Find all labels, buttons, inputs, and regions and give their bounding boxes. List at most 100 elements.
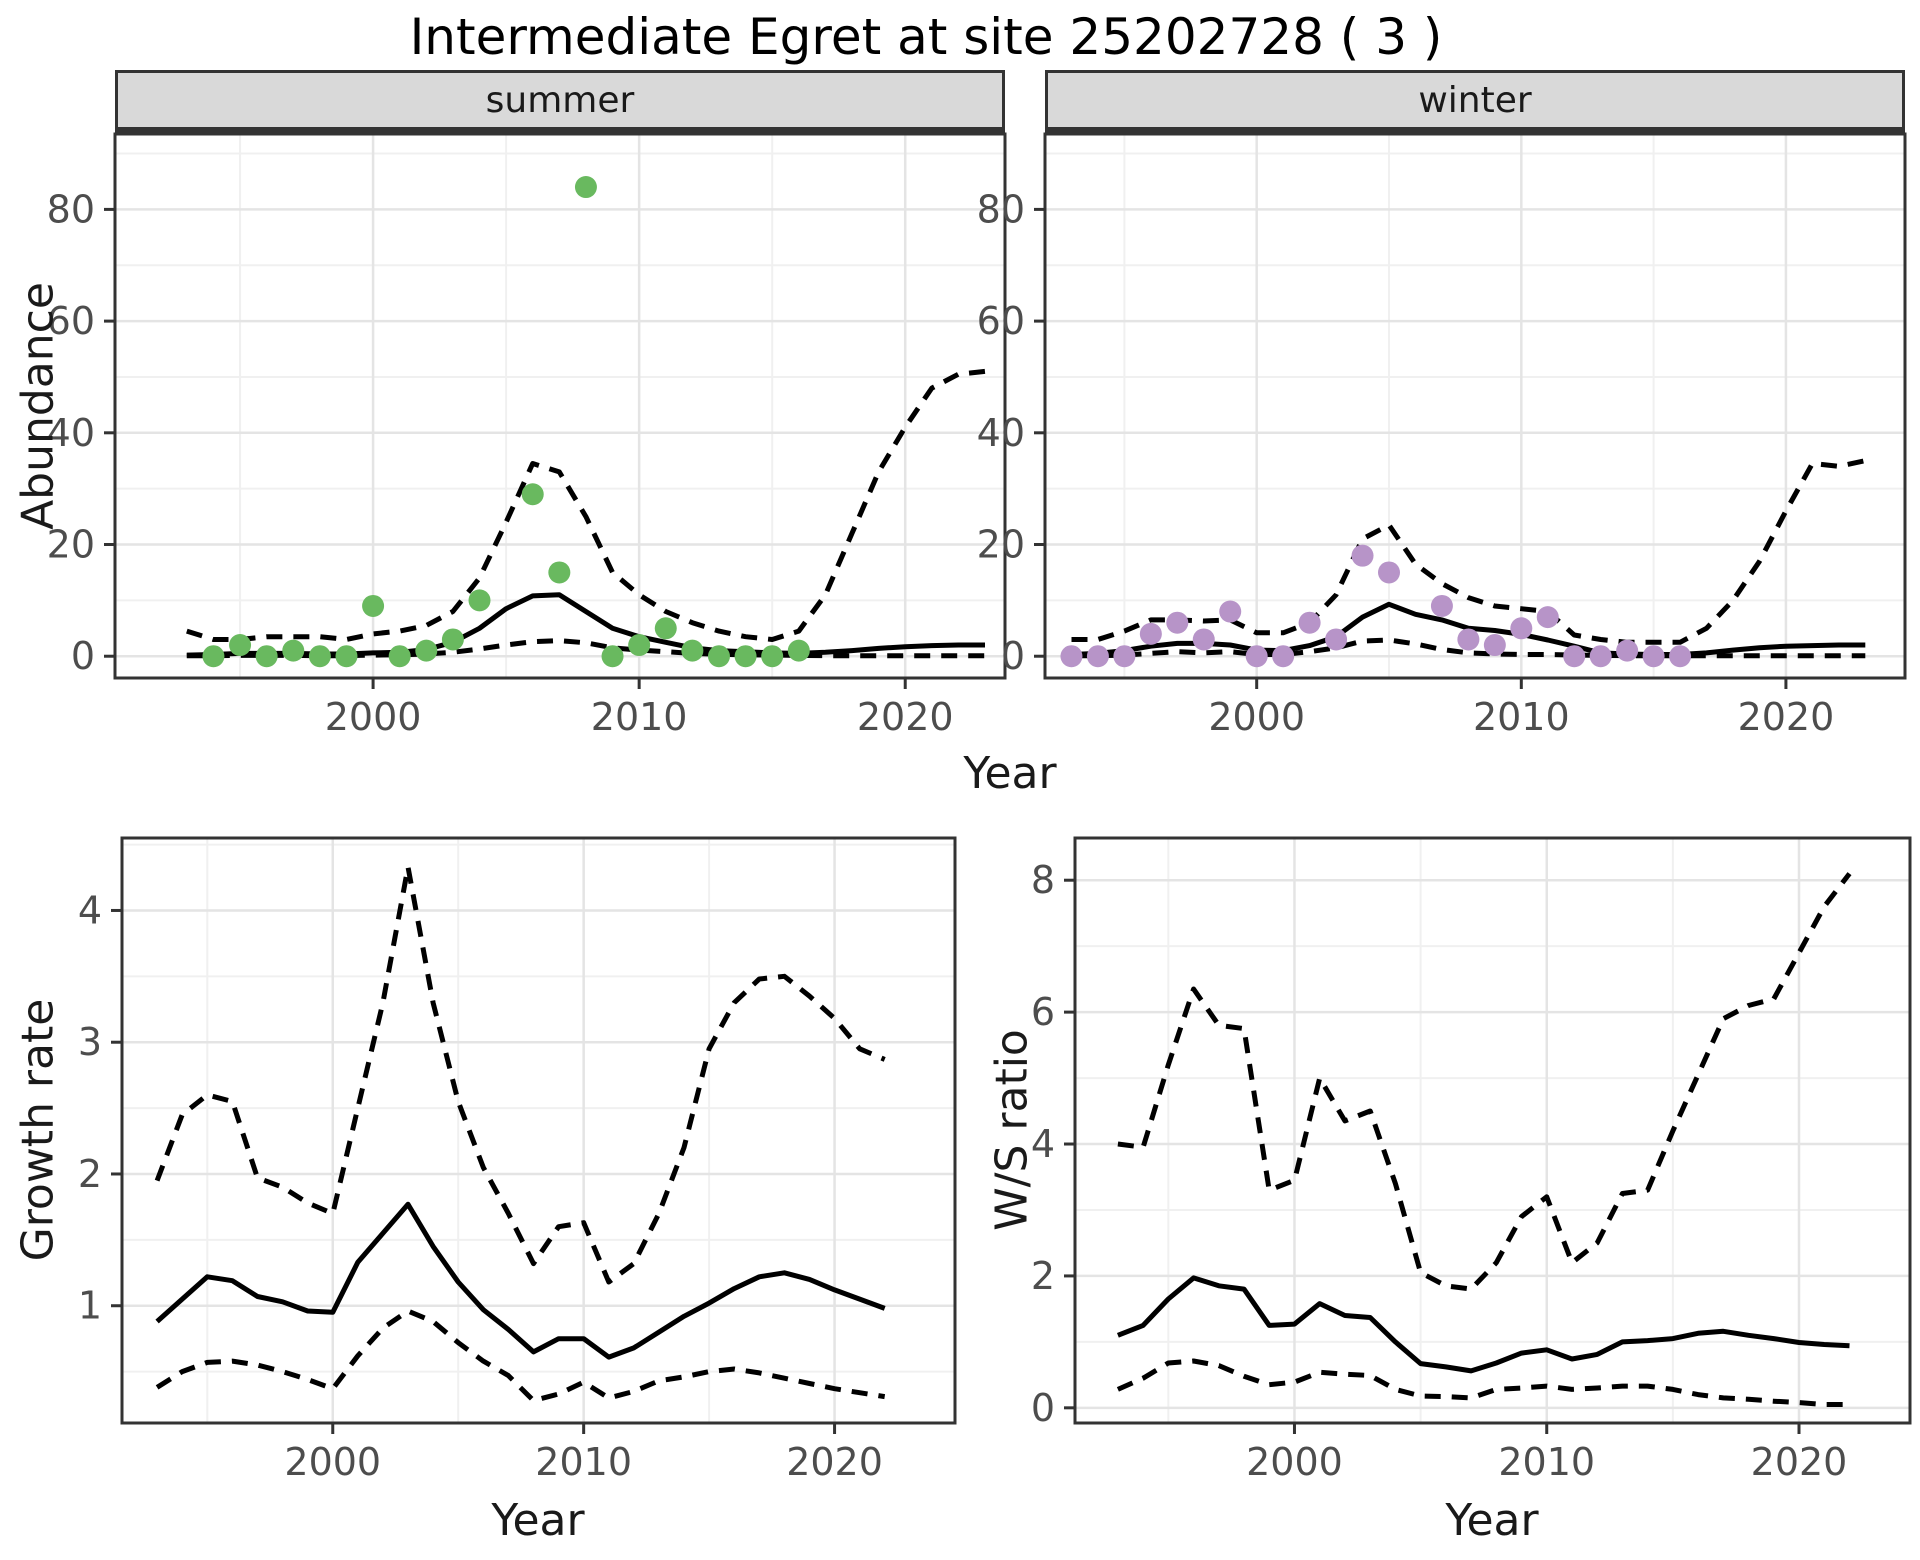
ws-ratio-upper-ci-line xyxy=(1117,872,1852,1292)
y-tick-label: 3 xyxy=(78,1020,102,1064)
growth-rate-lower-ci-line xyxy=(155,1308,886,1404)
abundance-winter-data-point xyxy=(1616,639,1639,662)
x-tick-label: 2010 xyxy=(1498,1440,1595,1484)
abundance-winter-data-point xyxy=(1219,600,1242,623)
y-tick-label: 20 xyxy=(47,523,95,567)
abundance-winter-upper-ci-line xyxy=(1071,458,1866,645)
y-axis-label-abundance: Abundance xyxy=(12,282,64,530)
ws-ratio-lower-ci-line xyxy=(1116,1358,1850,1407)
abundance-summer-data-point xyxy=(574,176,597,199)
abundance-winter-data-point xyxy=(1536,606,1559,629)
abundance-winter-data-point xyxy=(1669,645,1692,668)
y-tick-label: 80 xyxy=(977,187,1025,231)
x-tick-label: 2000 xyxy=(325,695,422,739)
ws-ratio-fit-line xyxy=(1116,1275,1850,1374)
abundance-summer-upper-ci-line xyxy=(186,368,986,642)
abundance-summer-data-point xyxy=(734,645,757,668)
abundance-summer-data-point xyxy=(681,639,704,662)
abundance-winter-data-point xyxy=(1272,645,1295,668)
x-tick-label: 2010 xyxy=(535,1440,632,1484)
y-tick-label: 40 xyxy=(47,411,95,455)
y-tick-label: 0 xyxy=(1031,1386,1055,1430)
abundance-winter-data-point xyxy=(1563,645,1586,668)
y-tick-label: 2 xyxy=(78,1152,102,1196)
abundance-winter-data-point xyxy=(1325,628,1348,651)
x-axis-label-year-bottom-left: Year xyxy=(491,1495,585,1546)
abundance-winter-data-point xyxy=(1483,634,1506,657)
abundance-summer-data-point xyxy=(787,639,810,662)
growth-rate-upper-ci-line xyxy=(154,864,886,1285)
x-tick-label: 2000 xyxy=(1246,1440,1343,1484)
abundance-summer-data-point xyxy=(654,617,677,640)
abundance-winter-data-point xyxy=(1589,645,1612,668)
abundance-winter-data-point xyxy=(1245,645,1268,668)
growth-rate-fit-line xyxy=(155,1201,886,1360)
abundance-summer-data-point xyxy=(441,628,464,651)
abundance-winter-data-point xyxy=(1166,611,1189,634)
abundance-winter-data-point xyxy=(1086,645,1109,668)
y-tick-label: 60 xyxy=(47,299,95,343)
x-tick-label: 2010 xyxy=(591,695,688,739)
abundance-summer-data-point xyxy=(202,645,225,668)
y-tick-label: 0 xyxy=(71,634,95,678)
y-tick-label: 6 xyxy=(1031,990,1055,1034)
figure-title: Intermediate Egret at site 25202728 ( 3 … xyxy=(409,8,1443,66)
y-axis-label-growth-rate: Growth rate xyxy=(12,998,64,1262)
abundance-summer-data-point xyxy=(388,645,411,668)
x-tick-label: 2020 xyxy=(1751,1440,1848,1484)
abundance-summer-data-point xyxy=(255,645,278,668)
x-tick-label: 2020 xyxy=(1738,695,1835,739)
abundance-winter-data-point xyxy=(1298,611,1321,634)
panel-border xyxy=(113,132,1007,680)
x-tick-label: 2020 xyxy=(857,695,954,739)
abundance-winter-data-point xyxy=(1113,645,1136,668)
abundance-summer-data-point xyxy=(761,645,784,668)
panel-background xyxy=(122,838,955,1423)
abundance-summer-data-point xyxy=(628,634,651,657)
y-tick-label: 60 xyxy=(977,299,1025,343)
panel-border xyxy=(1043,132,1907,680)
abundance-summer-data-point xyxy=(601,645,624,668)
x-axis-label-year-bottom-right: Year xyxy=(1445,1495,1539,1546)
abundance-winter-data-point xyxy=(1457,628,1480,651)
x-tick-label: 2000 xyxy=(284,1440,381,1484)
panel-background xyxy=(1045,134,1905,678)
facet-strip-winter: winter xyxy=(1045,70,1905,134)
panel-background xyxy=(1075,838,1910,1423)
abundance-winter-data-point xyxy=(1060,645,1083,668)
panel-border xyxy=(120,836,957,1425)
y-tick-label: 4 xyxy=(78,888,102,932)
y-tick-label: 80 xyxy=(47,187,95,231)
abundance-summer-data-point xyxy=(548,561,571,584)
y-tick-label: 4 xyxy=(1031,1122,1055,1166)
y-tick-label: 1 xyxy=(78,1284,102,1328)
abundance-winter-data-point xyxy=(1378,561,1400,584)
abundance-winter-data-point xyxy=(1139,622,1162,645)
panel-background xyxy=(115,134,1005,678)
y-tick-label: 2 xyxy=(1031,1254,1055,1298)
panel-border xyxy=(1073,836,1912,1425)
abundance-winter-data-point xyxy=(1192,628,1215,651)
x-tick-label: 2000 xyxy=(1208,695,1305,739)
y-tick-label: 0 xyxy=(1001,634,1025,678)
facet-strip-summer-label: summer xyxy=(485,79,635,121)
abundance-summer-data-point xyxy=(362,594,385,617)
y-tick-label: 20 xyxy=(977,523,1025,567)
abundance-summer-data-point xyxy=(415,639,438,662)
abundance-winter-data-point xyxy=(1510,617,1533,640)
abundance-summer-data-point xyxy=(308,645,331,668)
x-tick-label: 2020 xyxy=(786,1440,883,1484)
abundance-summer-data-point xyxy=(707,645,730,668)
abundance-summer-data-point xyxy=(335,645,358,668)
abundance-winter-data-point xyxy=(1351,544,1374,567)
y-tick-label: 40 xyxy=(977,411,1025,455)
facet-strip-summer: summer xyxy=(115,70,1005,134)
y-tick-label: 8 xyxy=(1031,858,1055,902)
abundance-summer-data-point xyxy=(521,483,544,506)
abundance-summer-data-point xyxy=(229,634,252,657)
x-axis-label-year-top: Year xyxy=(963,748,1057,799)
x-tick-label: 2010 xyxy=(1473,695,1570,739)
y-axis-label-ws-ratio: W/S ratio xyxy=(986,1029,1038,1231)
